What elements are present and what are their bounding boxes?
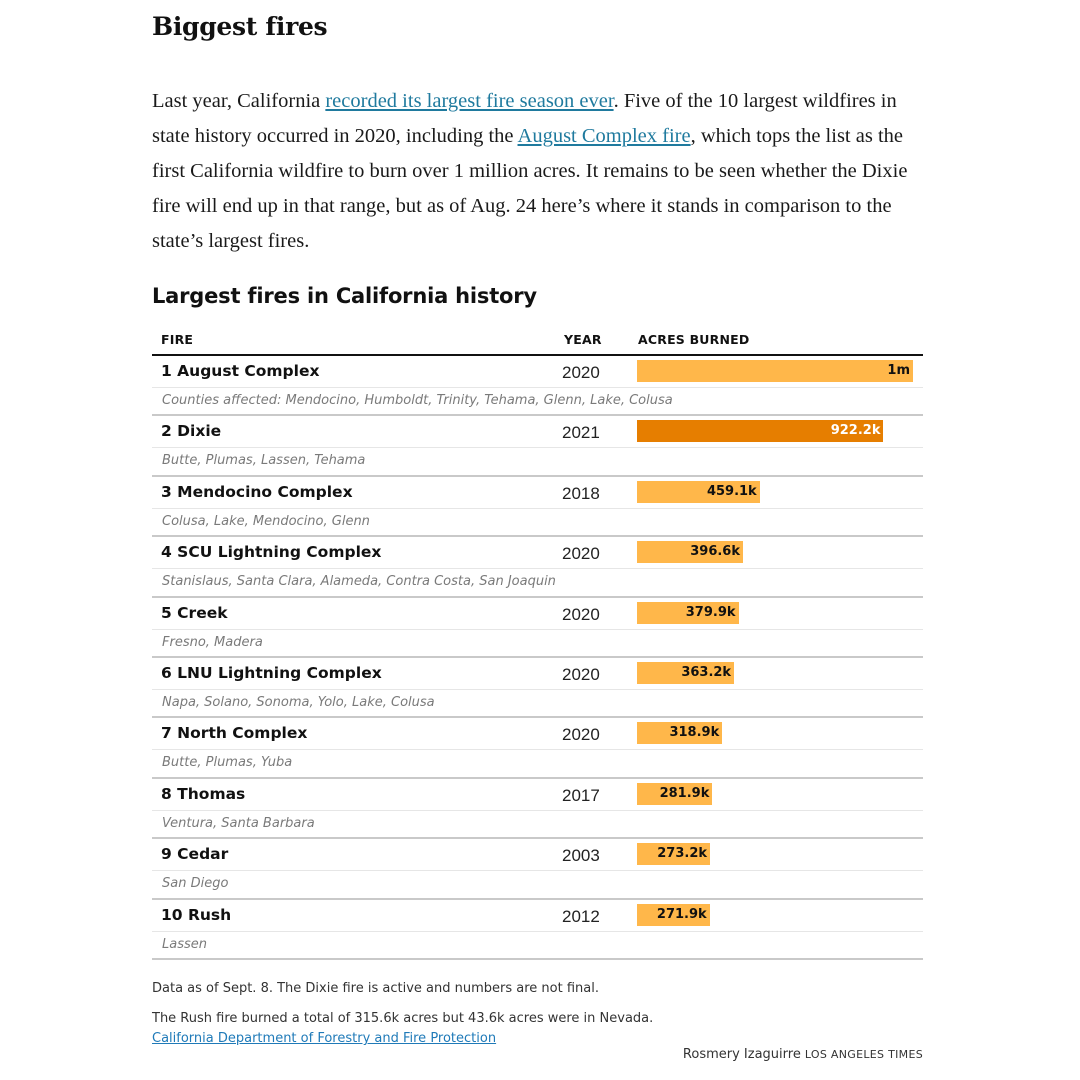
row-main: 6 LNU Lightning Complex 2020 363.2k <box>152 658 923 690</box>
chart-title: Largest fires in California history <box>152 284 537 308</box>
table-row: 3 Mendocino Complex 2018 459.1k Colusa, Lak… <box>152 477 923 537</box>
acres-bar: 1m <box>637 360 913 382</box>
acres-bar: 459.1k <box>637 481 760 503</box>
counties-affected: Lassen <box>162 937 207 952</box>
column-header-fire: FIRE <box>161 332 193 347</box>
column-header-year: YEAR <box>564 332 602 347</box>
bar-value-label: 396.6k <box>690 544 740 559</box>
row-main: 8 Thomas 2017 281.9k <box>152 779 923 811</box>
fire-year: 2020 <box>562 605 600 625</box>
row-main: 5 Creek 2020 379.9k <box>152 598 923 630</box>
fire-name: 1 August Complex <box>161 362 319 380</box>
counties-affected: Ventura, Santa Barbara <box>162 816 315 831</box>
section-title: Biggest fires <box>152 12 327 41</box>
row-main: 3 Mendocino Complex 2018 459.1k <box>152 477 923 509</box>
table-row: 5 Creek 2020 379.9k Fresno, Madera <box>152 598 923 658</box>
source-link[interactable]: California Department of Forestry and Fi… <box>152 1031 496 1046</box>
bar-value-label: 273.2k <box>657 846 707 861</box>
credit: Rosmery Izaguirre LOS ANGELES TIMES <box>683 1047 923 1062</box>
table-row: 4 SCU Lightning Complex 2020 396.6k Stanisl… <box>152 537 923 597</box>
bar-value-label: 379.9k <box>686 605 736 620</box>
fire-name: 6 LNU Lightning Complex <box>161 664 382 682</box>
acres-bar: 363.2k <box>637 662 734 684</box>
august-complex-fire-link[interactable]: August Complex fire <box>518 125 691 147</box>
fire-year: 2017 <box>562 786 600 806</box>
table-row: 10 Rush 2012 271.9k Lassen <box>152 900 923 960</box>
acres-bar: 396.6k <box>637 541 743 563</box>
row-main: 9 Cedar 2003 273.2k <box>152 839 923 871</box>
table-row: 8 Thomas 2017 281.9k Ventura, Santa Barbara <box>152 779 923 839</box>
fire-name: 4 SCU Lightning Complex <box>161 543 381 561</box>
author: Rosmery Izaguirre <box>683 1047 801 1062</box>
fire-year: 2003 <box>562 846 600 866</box>
fire-name: 5 Creek <box>161 604 228 622</box>
row-main: 4 SCU Lightning Complex 2020 396.6k <box>152 537 923 569</box>
fire-year: 2020 <box>562 544 600 564</box>
fires-table: FIRE YEAR ACRES BURNED 1 August Complex 2… <box>152 324 923 960</box>
bar-value-label: 459.1k <box>707 484 757 499</box>
counties-affected: Fresno, Madera <box>162 635 263 650</box>
intro-paragraph: Last year, California recorded its large… <box>152 84 927 259</box>
largest-fire-season-link[interactable]: recorded its largest fire season ever <box>325 90 613 112</box>
counties-affected: Napa, Solano, Sonoma, Yolo, Lake, Colusa <box>162 695 435 710</box>
acres-bar: 271.9k <box>637 904 710 926</box>
table-header: FIRE YEAR ACRES BURNED <box>152 324 923 356</box>
data-note: Data as of Sept. 8. The Dixie fire is ac… <box>152 981 599 996</box>
counties-affected: San Diego <box>162 876 228 891</box>
counties-affected: Stanislaus, Santa Clara, Alameda, Contra… <box>162 574 556 589</box>
rush-fire-note: The Rush fire burned a total of 315.6k a… <box>152 1011 653 1026</box>
fire-year: 2020 <box>562 725 600 745</box>
bar-value-label: 363.2k <box>681 665 731 680</box>
acres-bar: 273.2k <box>637 843 710 865</box>
row-main: 2 Dixie 2021 922.2k <box>152 416 923 448</box>
acres-bar: 318.9k <box>637 722 722 744</box>
table-row: 6 LNU Lightning Complex 2020 363.2k Napa, S… <box>152 658 923 718</box>
fire-year: 2020 <box>562 363 600 383</box>
counties-affected: Butte, Plumas, Lassen, Tehama <box>162 453 365 468</box>
counties-affected: Counties affected: Mendocino, Humboldt, … <box>162 393 673 408</box>
row-main: 10 Rush 2012 271.9k <box>152 900 923 932</box>
table-body: 1 August Complex 2020 1m Counties affected:… <box>152 356 923 960</box>
bar-value-label: 281.9k <box>660 786 710 801</box>
acres-bar: 379.9k <box>637 602 739 624</box>
acres-bar: 281.9k <box>637 783 712 805</box>
fire-name: 9 Cedar <box>161 845 228 863</box>
fire-year: 2020 <box>562 665 600 685</box>
fire-year: 2018 <box>562 484 600 504</box>
bar-value-label: 318.9k <box>669 725 719 740</box>
bar-value-label: 922.2k <box>831 423 881 438</box>
column-header-acres: ACRES BURNED <box>638 332 749 347</box>
row-main: 7 North Complex 2020 318.9k <box>152 718 923 750</box>
publisher: LOS ANGELES TIMES <box>805 1048 923 1061</box>
bar-value-label: 1m <box>887 363 910 378</box>
fire-name: 2 Dixie <box>161 422 221 440</box>
table-row: 7 North Complex 2020 318.9k Butte, Plumas, … <box>152 718 923 778</box>
fire-name: 3 Mendocino Complex <box>161 483 353 501</box>
counties-affected: Butte, Plumas, Yuba <box>162 755 292 770</box>
table-row: 9 Cedar 2003 273.2k San Diego <box>152 839 923 899</box>
fire-year: 2012 <box>562 907 600 927</box>
table-row: 1 August Complex 2020 1m Counties affected:… <box>152 356 923 416</box>
counties-affected: Colusa, Lake, Mendocino, Glenn <box>162 514 370 529</box>
row-main: 1 August Complex 2020 1m <box>152 356 923 388</box>
fire-name: 10 Rush <box>161 906 231 924</box>
acres-bar: 922.2k <box>637 420 883 442</box>
intro-text-1: Last year, California <box>152 90 325 112</box>
table-row: 2 Dixie 2021 922.2k Butte, Plumas, Lassen, … <box>152 416 923 476</box>
fire-name: 8 Thomas <box>161 785 245 803</box>
fire-name: 7 North Complex <box>161 724 307 742</box>
bar-value-label: 271.9k <box>657 907 707 922</box>
fire-year: 2021 <box>562 423 600 443</box>
